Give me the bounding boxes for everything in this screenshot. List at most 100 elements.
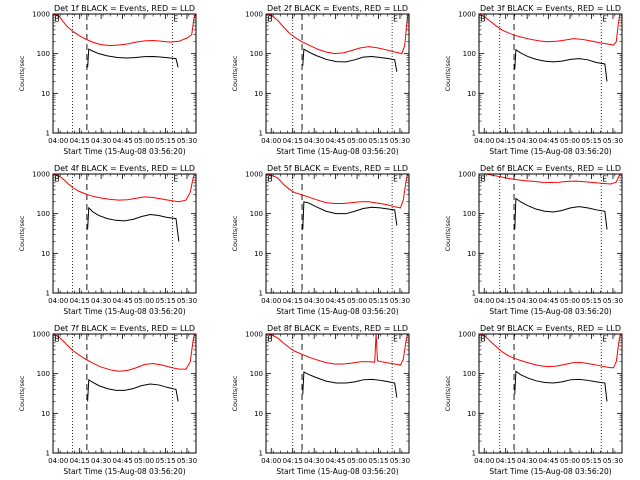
x-tick-label: 04:45 (326, 137, 346, 145)
panel-title: Det 8f BLACK = Events, RED = LLD (267, 324, 408, 333)
x-axis-label: Start Time (15-Aug-08 03:56:20) (489, 147, 611, 156)
y-tick-label: 1000 (32, 171, 50, 179)
events-series-line (514, 48, 608, 82)
x-tick-label: 04:15 (283, 457, 303, 465)
y-axis-label: Counts/sec (18, 55, 26, 91)
x-tick-label: 05:15 (368, 137, 388, 145)
y-tick-label: 10 (467, 90, 476, 98)
lld-series-line (479, 14, 621, 46)
x-tick-label: 05:15 (368, 297, 388, 305)
plot-frame (478, 333, 623, 454)
y-tick-label: 1 (472, 450, 476, 458)
x-tick-label: 04:15 (283, 137, 303, 145)
x-axis-label: Start Time (15-Aug-08 03:56:20) (276, 147, 398, 156)
corner-mark-left: B (268, 15, 273, 24)
x-tick-label: 04:15 (496, 457, 516, 465)
x-tick-label: 05:15 (581, 137, 601, 145)
events-series-line (514, 197, 608, 230)
x-tick-label: 05:00 (134, 297, 154, 305)
panel-title: Det 4f BLACK = Events, RED = LLD (54, 164, 195, 173)
x-tick-label: 04:30 (91, 457, 111, 465)
corner-mark-left: B (268, 175, 273, 184)
x-tick-label: 05:30 (177, 297, 197, 305)
lld-series-line (53, 14, 196, 47)
y-axis-label: Counts/sec (444, 375, 452, 411)
x-tick-label: 05:30 (177, 457, 197, 465)
x-tick-label: 04:00 (48, 457, 68, 465)
x-tick-label: 05:00 (347, 137, 367, 145)
chart-panel-4: Det 4f BLACK = Events, RED = LLD Counts/s… (18, 164, 197, 316)
events-series-line (302, 201, 398, 230)
events-series-line (302, 48, 398, 72)
y-axis-label: Counts/sec (18, 215, 26, 251)
x-tick-label: 05:00 (347, 457, 367, 465)
x-tick-label: 04:15 (496, 297, 516, 305)
x-tick-label: 05:15 (581, 297, 601, 305)
corner-mark-left: B (268, 335, 273, 344)
x-tick-label: 04:45 (539, 297, 559, 305)
lld-series-line (266, 174, 409, 209)
x-tick-label: 04:00 (48, 297, 68, 305)
y-tick-label: 100 (463, 210, 476, 218)
y-tick-label: 10 (41, 90, 50, 98)
chart-panel-1: Det 1f BLACK = Events, RED = LLD Counts/s… (18, 4, 197, 156)
lld-series-line (53, 334, 196, 372)
plot-frame (265, 333, 410, 454)
x-tick-label: 04:45 (539, 457, 559, 465)
panel-title: Det 2f BLACK = Events, RED = LLD (267, 4, 408, 13)
chart-panel-2: Det 2f BLACK = Events, RED = LLD Counts/s… (231, 4, 410, 156)
x-tick-label: 05:30 (390, 137, 410, 145)
x-tick-label: 04:00 (261, 137, 281, 145)
corner-mark-right: E (393, 175, 398, 184)
y-axis-label: Counts/sec (18, 375, 26, 411)
y-tick-label: 1000 (458, 331, 476, 339)
x-tick-label: 05:15 (155, 457, 175, 465)
y-tick-label: 10 (254, 250, 263, 258)
x-tick-label: 04:15 (70, 137, 90, 145)
y-tick-label: 1 (259, 130, 263, 138)
x-tick-label: 05:30 (177, 137, 197, 145)
x-tick-label: 04:45 (539, 137, 559, 145)
plot-frame (52, 173, 197, 294)
x-tick-label: 05:00 (560, 137, 580, 145)
x-tick-label: 04:30 (91, 137, 111, 145)
events-series-line (302, 371, 398, 398)
x-tick-label: 04:00 (474, 297, 494, 305)
plot-frame (265, 173, 410, 294)
events-series-line (87, 48, 179, 68)
corner-mark-right: E (393, 15, 398, 24)
y-tick-label: 100 (37, 370, 50, 378)
y-tick-label: 1 (472, 130, 476, 138)
x-tick-label: 04:45 (113, 137, 133, 145)
events-series-line (87, 378, 179, 402)
y-axis-label: Counts/sec (444, 215, 452, 251)
x-tick-label: 05:15 (155, 297, 175, 305)
lld-series-line (266, 334, 409, 366)
x-tick-label: 05:00 (347, 297, 367, 305)
plot-frame (478, 13, 623, 134)
x-tick-label: 04:30 (517, 297, 537, 305)
x-tick-label: 04:30 (517, 457, 537, 465)
x-axis-label: Start Time (15-Aug-08 03:56:20) (276, 467, 398, 476)
plot-frame (52, 13, 197, 134)
y-axis-label: Counts/sec (231, 55, 239, 91)
x-tick-label: 04:00 (48, 137, 68, 145)
panel-title: Det 3f BLACK = Events, RED = LLD (480, 4, 621, 13)
x-axis-label: Start Time (15-Aug-08 03:56:20) (63, 307, 185, 316)
x-tick-label: 04:15 (70, 297, 90, 305)
y-tick-label: 1000 (458, 11, 476, 19)
chart-panel-3: Det 3f BLACK = Events, RED = LLD Counts/s… (444, 4, 623, 156)
lld-series-line (53, 174, 196, 203)
x-axis-label: Start Time (15-Aug-08 03:56:20) (489, 307, 611, 316)
y-axis-label: Counts/sec (444, 55, 452, 91)
corner-mark-right: E (173, 175, 178, 184)
corner-mark-left: B (481, 335, 486, 344)
y-tick-label: 10 (41, 410, 50, 418)
y-tick-label: 10 (254, 90, 263, 98)
x-tick-label: 04:45 (326, 457, 346, 465)
events-series-line (87, 206, 180, 242)
chart-panel-7: Det 7f BLACK = Events, RED = LLD Counts/s… (18, 324, 197, 476)
x-tick-label: 04:30 (304, 137, 324, 145)
x-axis-label: Start Time (15-Aug-08 03:56:20) (489, 467, 611, 476)
y-tick-label: 10 (254, 410, 263, 418)
